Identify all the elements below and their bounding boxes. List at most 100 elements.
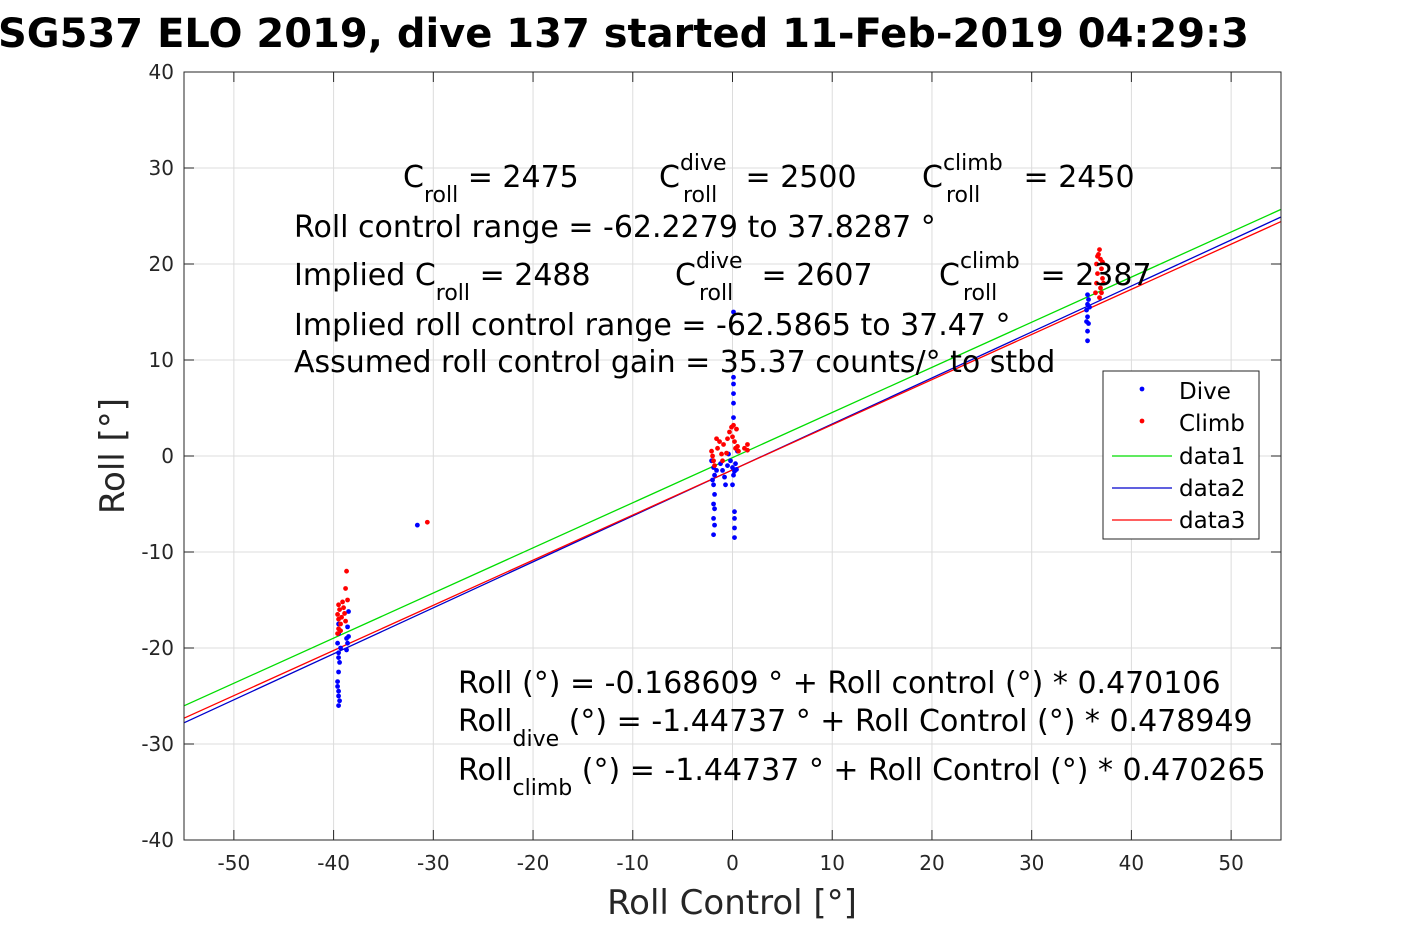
y-tick-label: -20 [141,636,174,660]
fit-line-data1 [184,208,1281,707]
climb-point [343,586,348,591]
legend-label-data3: data3 [1179,508,1245,534]
y-tick-label: 0 [161,444,174,468]
y-axis-ticks: -40 -30 -20 -10 0 10 20 30 40 [141,60,1281,852]
dive-point [1085,314,1090,320]
dive-point [345,640,350,646]
climb-point [344,568,349,574]
annotation-c-roll-dive: Cdive roll = 2500 [659,151,857,208]
dive-point [346,609,351,614]
annotation-rest: = 2387 [1031,258,1152,293]
dive-point [711,501,716,507]
annotation-implied-range: Implied roll control range = -62.5865 to… [294,308,1011,343]
legend-label-climb: Climb [1179,411,1245,437]
annotation-implied-c-roll: Implied Croll = 2488 [294,258,591,306]
dive-point [1084,319,1089,324]
y-tick-label: -40 [141,828,174,852]
dive-point [337,660,342,665]
climb-point [732,439,737,444]
dive-point [414,522,420,528]
dive-point [1085,328,1090,334]
climb-point [424,519,430,525]
y-tick-label: -10 [141,540,174,564]
annotation-fit-climb: Rollclimb (°) = -1.44737 ° + Roll Contro… [458,753,1266,801]
dive-point [723,482,728,488]
climb-point [711,458,716,464]
climb-point [336,602,341,608]
y-tick-label: 20 [149,252,174,276]
dive-point [714,468,719,473]
dive-point [336,655,341,660]
climb-point [1097,247,1102,253]
annotation-implied-c-roll-climb: Cclimb roll = 2387 [939,249,1152,306]
legend-label-data2: data2 [1179,476,1245,502]
legend: Dive Climb data1 data2 data3 [1102,370,1260,540]
climb-point [730,434,735,440]
dive-point [728,458,733,464]
dive-point [731,472,736,478]
annotation-subscript: climb [513,776,573,801]
y-tick-label: -30 [141,732,174,756]
x-tick-label: -30 [417,851,450,875]
dive-point [345,624,350,630]
x-tick-label: -10 [616,851,649,875]
x-tick-label: -40 [317,851,350,875]
x-tick-label: 0 [726,851,739,875]
annotation-range: Roll control range = -62.2279 to 37.8287… [294,210,936,245]
annotation-rest: = 2475 [458,160,579,195]
climb-point [731,422,736,428]
climb-point [345,597,350,603]
dive-point [720,468,725,473]
annotation-subscript: roll [424,183,458,208]
annotation-subscript: roll [683,183,717,208]
annotation-superscript: dive [680,151,727,176]
dive-point [337,698,342,704]
annotation-base: Roll [458,753,513,788]
climb-point [1095,253,1100,259]
climb-point [717,439,722,444]
dive-point [731,400,736,406]
annotation-base: Implied C [294,258,436,293]
dive-point [336,669,341,675]
dive-point [734,467,739,472]
annotation-rest: = 2607 [752,258,873,293]
climb-point [1098,285,1103,291]
dive-point [731,309,736,315]
dive-point [733,461,738,467]
climb-point [343,618,348,624]
dive-point [1087,304,1092,310]
x-tick-label: 40 [1119,851,1144,875]
climb-point [734,426,739,432]
climb-point [720,458,725,464]
legend-marker-dive [1139,386,1145,392]
annotation-rest: (°) = -1.44737 ° + Roll Control (°) * 0.… [559,704,1252,739]
x-tick-label: 50 [1218,851,1243,875]
climb-point [709,448,714,454]
legend-label-dive: Dive [1179,379,1231,405]
annotation-c-roll: Croll = 2475 [403,160,579,208]
climb-point [712,463,717,468]
climb-point [721,442,726,447]
annotation-base: C [922,160,943,195]
annotation-superscript: climb [960,249,1020,274]
x-tick-label: -20 [517,851,550,875]
x-tick-label: 10 [820,851,845,875]
annotation-subscript: roll [436,281,470,306]
series-climb [335,247,1106,636]
climb-point [1099,266,1104,272]
y-axis-label: Roll [°] [93,398,133,514]
dive-point [1085,292,1090,298]
dive-point [344,636,349,641]
dive-point [335,684,340,689]
x-tick-label: -50 [218,851,251,875]
annotation-implied-c-roll-dive: Cdive roll = 2607 [675,249,873,306]
climb-point [342,611,347,616]
annotation-rest: = 2488 [470,258,591,293]
climb-point [341,605,346,611]
annotation-subscript: roll [946,183,980,208]
dive-point [731,381,736,387]
dive-point [732,525,737,531]
climb-point [725,436,730,442]
climb-point [1095,271,1100,276]
annotation-subscript: dive [513,727,560,752]
